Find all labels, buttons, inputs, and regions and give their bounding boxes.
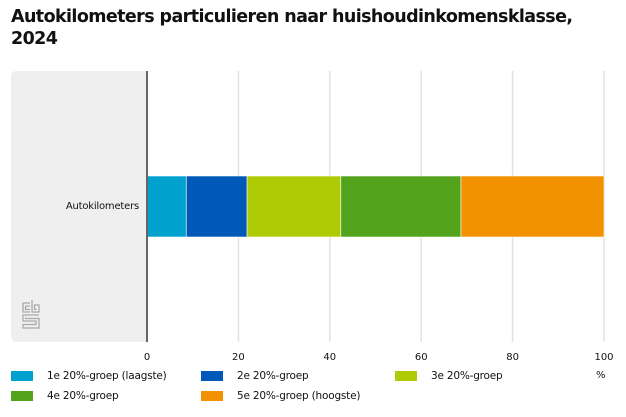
x-tick-label: 100 xyxy=(594,352,613,363)
x-tick-label: 40 xyxy=(323,352,336,363)
bar-segment xyxy=(246,175,342,238)
category-panel xyxy=(11,71,147,342)
x-tick-label: 20 xyxy=(232,352,245,363)
legend-swatch xyxy=(11,371,33,381)
bar-segment xyxy=(185,175,248,238)
legend-label: 4e 20%-groep xyxy=(47,390,119,402)
legend-item[interactable]: 3e 20%-groep xyxy=(395,370,503,382)
legend-item[interactable]: 4e 20%-groep xyxy=(11,390,119,402)
category-label: Autokilometers xyxy=(65,201,139,212)
bar-segment xyxy=(460,175,605,238)
legend-item[interactable]: 1e 20%-groep (laagste) xyxy=(11,370,167,382)
legend-item[interactable]: 2e 20%-groep xyxy=(201,370,309,382)
chart-title: Autokilometers particulieren naar huisho… xyxy=(11,6,611,50)
chart-title-line-1: Autokilometers particulieren naar huisho… xyxy=(11,7,573,27)
legend-label: 3e 20%-groep xyxy=(431,370,503,382)
legend-swatch xyxy=(201,371,223,381)
legend-swatch xyxy=(201,391,223,401)
legend-item[interactable]: 5e 20%-groep (hoogste) xyxy=(201,390,360,402)
legend-swatch xyxy=(11,391,33,401)
legend-swatch xyxy=(395,371,417,381)
cbs-logo-icon xyxy=(22,300,40,329)
legend-label: 2e 20%-groep xyxy=(237,370,309,382)
x-tick-label: 80 xyxy=(506,352,519,363)
chart-title-line-2: 2024 xyxy=(11,29,58,49)
legend-label: 1e 20%-groep (laagste) xyxy=(47,370,167,382)
bar-segment xyxy=(146,175,187,238)
x-tick-label: 0 xyxy=(144,352,150,363)
legend-label: 5e 20%-groep (hoogste) xyxy=(237,390,361,402)
x-axis-unit-label: % xyxy=(596,370,606,381)
x-tick-label: 60 xyxy=(415,352,428,363)
bar-segment xyxy=(340,175,462,238)
